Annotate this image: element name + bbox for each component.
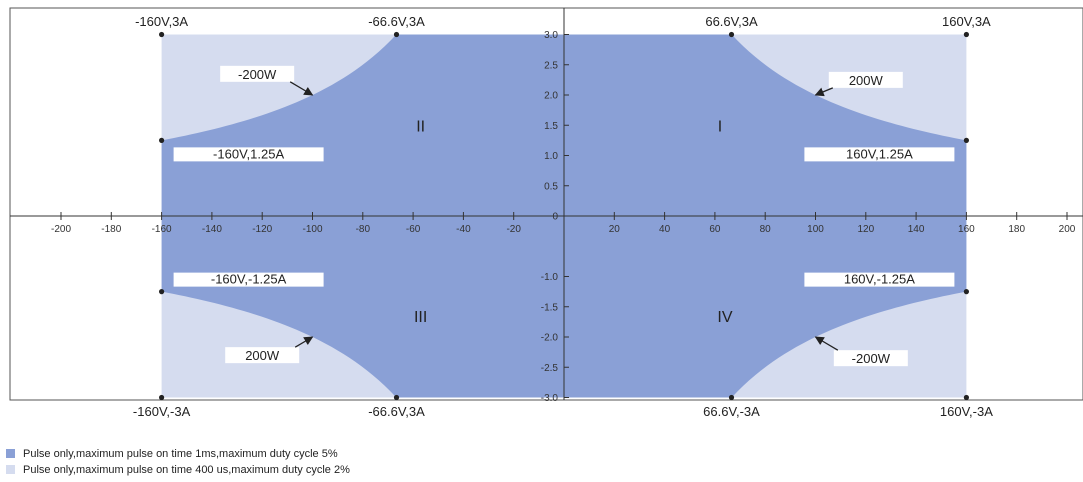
y-tick-label: -2.0 — [541, 333, 559, 344]
corner-point-label: -160V,3A — [135, 14, 188, 29]
corner-point — [393, 394, 400, 401]
power-label-box — [220, 65, 295, 82]
x-tick-label: -80 — [356, 224, 371, 235]
x-tick-label: 60 — [709, 224, 721, 235]
corner-point-label: -160V,-1.25A — [211, 272, 287, 287]
corner-point-label: -160V,1.25A — [213, 146, 284, 161]
corner-point-label: 160V,3A — [942, 14, 991, 29]
corner-point — [159, 137, 165, 143]
quadrant-label: II — [416, 118, 425, 135]
corner-point-label-box — [804, 147, 955, 162]
corner-point-label: -160V,-3A — [133, 404, 191, 419]
power-label-box — [225, 347, 300, 364]
corner-point — [159, 31, 165, 38]
x-tick-label: -180 — [101, 224, 121, 235]
legend: Pulse only,maximum pulse on time 400 us,… — [6, 464, 350, 476]
corner-point — [728, 394, 735, 401]
power-label: -200W — [238, 67, 277, 82]
power-label: -200W — [852, 351, 891, 366]
x-tick-label: -200 — [51, 224, 71, 235]
legend: Pulse only,maximum pulse on time 1ms,max… — [6, 448, 338, 460]
y-tick-label: 2.5 — [544, 60, 558, 71]
x-tick-label: -120 — [252, 224, 272, 235]
x-tick-label: -160 — [152, 224, 172, 235]
power-label: 200W — [245, 348, 280, 363]
x-tick-label: 160 — [958, 224, 975, 235]
corner-point — [728, 31, 735, 38]
y-tick-label: 0.5 — [544, 181, 558, 192]
corner-point-label: -66.6V,3A — [368, 404, 425, 419]
legend-label-pulse-400us: Pulse only,maximum pulse on time 400 us,… — [23, 464, 350, 476]
x-tick-label: 80 — [760, 224, 772, 235]
quadrant-label: IV — [717, 309, 732, 326]
quadrant-label: III — [414, 309, 427, 326]
power-label-box — [828, 71, 903, 88]
y-tick-label: -3.0 — [541, 393, 559, 404]
y-tick-label: -2.5 — [541, 363, 559, 374]
x-tick-label: -140 — [202, 224, 222, 235]
power-label-arrow — [294, 336, 314, 348]
x-tick-label: 20 — [609, 224, 621, 235]
corner-point-label: 66.6V,-3A — [703, 404, 760, 419]
corner-point-label: 160V,1.25A — [846, 146, 913, 161]
y-tick-label: 2.0 — [544, 91, 558, 102]
corner-point-label-box — [173, 272, 324, 287]
corner-point-label-box — [804, 272, 955, 287]
y-tick-label: -1.5 — [541, 302, 559, 313]
legend-swatch-pulse-400us — [6, 465, 15, 474]
x-tick-label: 120 — [857, 224, 874, 235]
corner-point — [159, 394, 165, 401]
x-tick-label: 100 — [807, 224, 824, 235]
corner-point — [393, 31, 400, 38]
x-tick-label: -100 — [302, 224, 322, 235]
power-label: 200W — [849, 73, 884, 88]
corner-point — [159, 289, 165, 295]
y-tick-label: 0 — [552, 212, 558, 223]
corner-point-label: 66.6V,3A — [705, 14, 758, 29]
y-tick-label: 1.0 — [544, 151, 558, 162]
x-tick-label: 140 — [908, 224, 925, 235]
x-tick-label: -40 — [456, 224, 471, 235]
power-label-arrow — [814, 87, 834, 97]
quadrant-label: I — [718, 118, 722, 135]
power-label-arrow — [814, 336, 839, 351]
y-tick-label: 3.0 — [544, 30, 558, 41]
power-label-box — [833, 350, 908, 367]
x-tick-label: 180 — [1008, 224, 1025, 235]
corner-point — [963, 394, 970, 401]
corner-point-label: -66.6V,3A — [368, 14, 425, 29]
corner-point-label: 160V,-3A — [940, 404, 993, 419]
y-tick-label: 1.5 — [544, 121, 558, 132]
x-tick-label: 40 — [659, 224, 671, 235]
legend-swatch-pulse-1ms — [6, 449, 15, 458]
x-tick-label: -60 — [406, 224, 421, 235]
power-label-arrow — [289, 81, 314, 96]
legend-label-pulse-1ms: Pulse only,maximum pulse on time 1ms,max… — [23, 448, 338, 460]
corner-point-label-box — [173, 147, 324, 162]
corner-point — [963, 289, 970, 295]
x-tick-label: 200 — [1059, 224, 1076, 235]
corner-point — [963, 31, 970, 38]
x-tick-label: -20 — [506, 224, 521, 235]
corner-point — [963, 137, 970, 143]
y-tick-label: -1.0 — [541, 272, 559, 283]
corner-point-label: 160V,-1.25A — [844, 272, 915, 287]
